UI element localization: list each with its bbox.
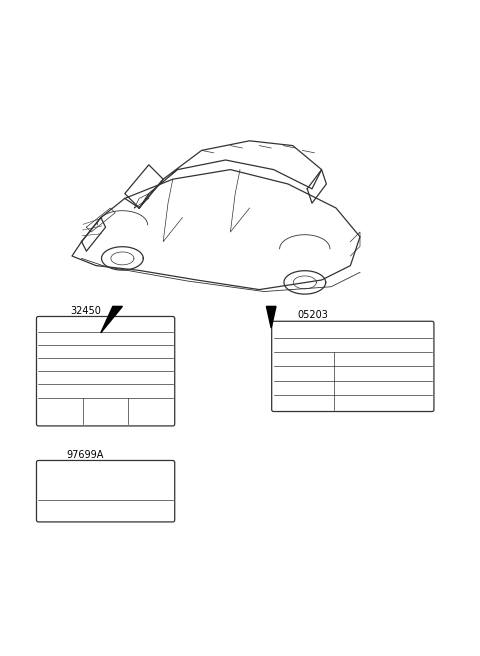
Text: 05203: 05203 bbox=[298, 310, 329, 320]
Polygon shape bbox=[101, 306, 122, 333]
Polygon shape bbox=[266, 306, 276, 328]
Text: 32450: 32450 bbox=[70, 306, 101, 316]
FancyBboxPatch shape bbox=[272, 321, 434, 411]
FancyBboxPatch shape bbox=[36, 316, 175, 426]
Text: 97699A: 97699A bbox=[67, 449, 104, 459]
FancyBboxPatch shape bbox=[36, 461, 175, 522]
